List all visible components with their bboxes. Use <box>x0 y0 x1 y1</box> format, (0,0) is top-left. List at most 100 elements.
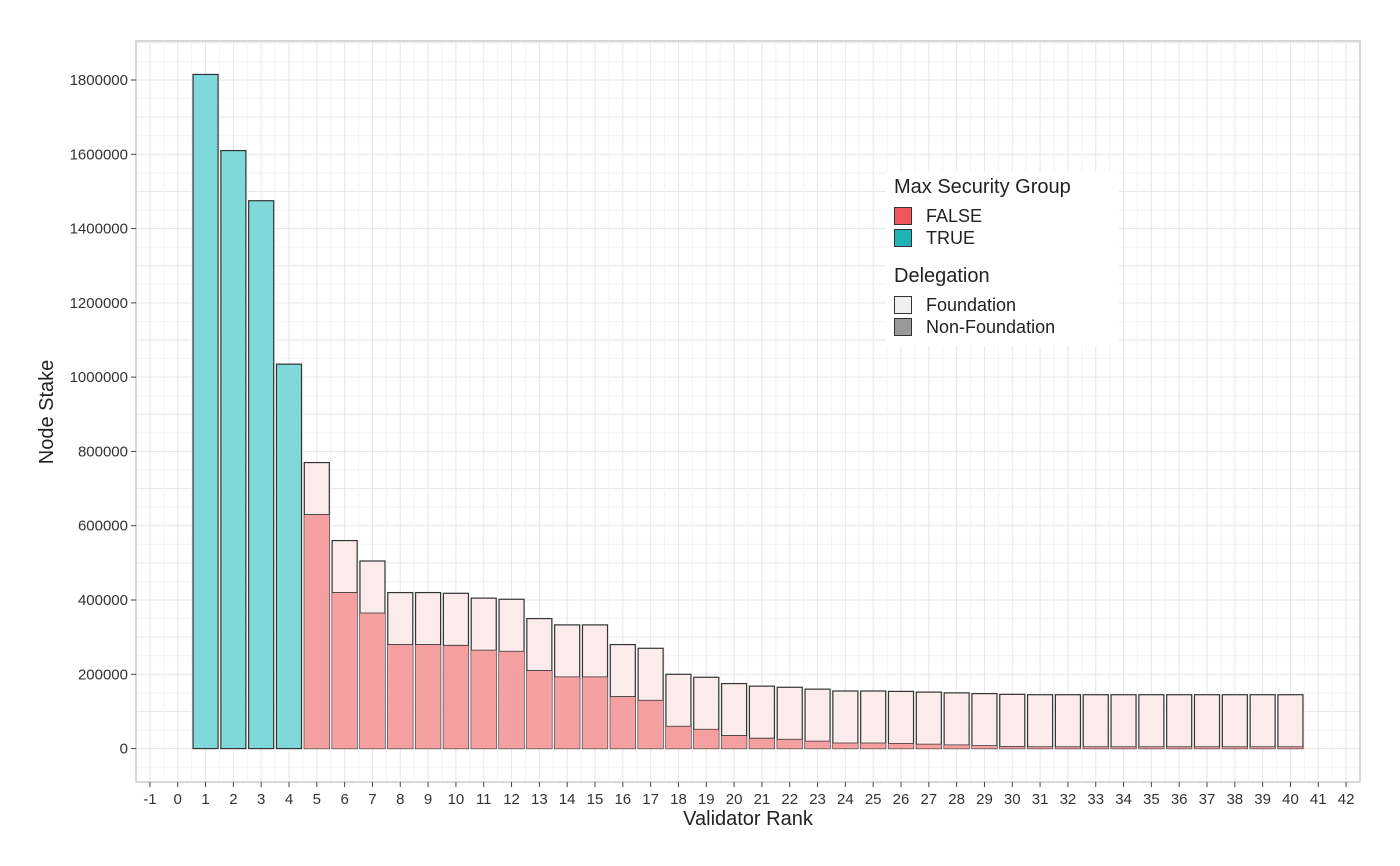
legend-item-foundation: Foundation <box>894 294 1109 316</box>
x-tick-label: 13 <box>531 791 548 808</box>
y-axis-label: Node Stake <box>36 360 58 465</box>
legend-label-true: TRUE <box>926 227 975 248</box>
x-tick-label: 18 <box>670 791 687 808</box>
bars <box>192 73 1304 750</box>
bar-non-foundation-rank-21 <box>749 738 775 749</box>
x-tick-label: 5 <box>313 791 321 808</box>
bar-non-foundation-rank-12 <box>499 651 525 749</box>
bar-non-foundation-rank-32 <box>1055 746 1081 749</box>
bar-non-foundation-rank-29 <box>971 745 997 749</box>
x-tick-label: 23 <box>809 791 826 808</box>
x-tick-label: 6 <box>340 791 348 808</box>
x-tick-label: 34 <box>1115 791 1132 808</box>
bar-non-foundation-rank-14 <box>554 676 580 749</box>
plot-panel-border <box>135 40 1361 783</box>
bar-foundation-rank-29 <box>971 692 998 750</box>
bar-non-foundation-rank-4 <box>275 363 303 750</box>
bar-non-foundation-rank-40 <box>1277 746 1303 749</box>
bar-non-foundation-rank-30 <box>999 746 1025 749</box>
legend: Max Security Group FALSE TRUE Delegation… <box>886 172 1119 346</box>
x-tick-label: 21 <box>754 791 771 808</box>
bar-non-foundation-rank-15 <box>582 676 608 749</box>
x-tick-label: 9 <box>424 791 432 808</box>
bar-non-foundation-rank-9 <box>415 644 441 749</box>
bar-non-foundation-rank-39 <box>1250 746 1276 749</box>
bar-non-foundation-rank-11 <box>471 650 497 749</box>
y-tick-label: 600000 <box>78 518 128 535</box>
bar-foundation-rank-30 <box>999 693 1026 750</box>
x-tick-label: 17 <box>642 791 659 808</box>
bar-non-foundation-rank-19 <box>693 729 719 749</box>
x-tick-label: 26 <box>893 791 910 808</box>
x-tick-label: 36 <box>1171 791 1188 808</box>
legend-item-true: TRUE <box>894 227 1109 249</box>
x-tick-label: 1 <box>201 791 209 808</box>
x-tick-label: 28 <box>948 791 965 808</box>
x-tick-label: 30 <box>1004 791 1021 808</box>
bar-non-foundation-rank-13 <box>526 670 552 749</box>
y-tick-label: 1600000 <box>70 146 128 163</box>
y-tick-label: 200000 <box>78 666 128 683</box>
bar-foundation-rank-34 <box>1110 694 1137 750</box>
x-tick-label: 19 <box>698 791 715 808</box>
bar-foundation-rank-36 <box>1166 694 1193 750</box>
bar-non-foundation-rank-27 <box>916 744 942 749</box>
x-tick-label: 15 <box>587 791 604 808</box>
x-tick-label: 20 <box>726 791 743 808</box>
bar-non-foundation-rank-8 <box>387 644 413 749</box>
x-tick-label: 32 <box>1060 791 1077 808</box>
x-tick-label: 31 <box>1032 791 1049 808</box>
bar-foundation-rank-40 <box>1277 694 1304 750</box>
bar-non-foundation-rank-7 <box>359 613 385 749</box>
x-tick-label: 38 <box>1226 791 1243 808</box>
bar-foundation-rank-26 <box>887 690 915 750</box>
bar-non-foundation-rank-36 <box>1166 746 1192 749</box>
x-tick-label: 0 <box>174 791 182 808</box>
y-tick-label: 0 <box>120 741 128 758</box>
legend-key-true-swatch <box>894 229 912 247</box>
bar-non-foundation-rank-5 <box>304 514 330 749</box>
bar-non-foundation-rank-22 <box>777 739 803 749</box>
bar-foundation-rank-22 <box>776 686 803 750</box>
legend-key-foundation-swatch <box>894 296 912 314</box>
x-tick-label: 27 <box>920 791 937 808</box>
bar-foundation-rank-28 <box>943 692 970 750</box>
bar-non-foundation-rank-34 <box>1111 746 1137 749</box>
legend-key-non-foundation-swatch <box>894 318 912 336</box>
x-tick-label: 2 <box>229 791 237 808</box>
y-tick-label: 1000000 <box>70 369 128 386</box>
x-tick-label: 25 <box>865 791 882 808</box>
bar-non-foundation-rank-28 <box>944 744 970 749</box>
x-tick-label: 12 <box>503 791 520 808</box>
legend-title-max-security-group: Max Security Group <box>894 176 1071 198</box>
bar-foundation-rank-37 <box>1193 694 1221 750</box>
bar-non-foundation-rank-33 <box>1083 746 1109 749</box>
x-tick-label: 41 <box>1310 791 1327 808</box>
bar-non-foundation-rank-37 <box>1194 746 1220 749</box>
bar-foundation-rank-35 <box>1138 694 1165 750</box>
y-tick-label: 1200000 <box>70 295 128 312</box>
bar-non-foundation-rank-10 <box>443 645 469 749</box>
bar-foundation-rank-32 <box>1054 694 1082 750</box>
bar-non-foundation-rank-20 <box>721 735 747 749</box>
legend-item-false: FALSE <box>894 205 1109 227</box>
bar-foundation-rank-27 <box>915 691 942 750</box>
bar-non-foundation-rank-26 <box>888 743 914 749</box>
x-tick-label: 33 <box>1087 791 1104 808</box>
bar-foundation-rank-23 <box>804 688 831 750</box>
legend-label-non-foundation: Non-Foundation <box>926 316 1056 337</box>
bar-foundation-rank-25 <box>860 690 887 750</box>
x-tick-label: 3 <box>257 791 265 808</box>
bar-non-foundation-rank-17 <box>638 700 664 749</box>
x-tick-label: 29 <box>976 791 993 808</box>
legend-key-false-swatch <box>894 207 912 225</box>
legend-item-non-foundation: Non-Foundation <box>894 316 1109 338</box>
x-tick-label: 10 <box>448 791 465 808</box>
x-axis-ticks: -1 0 1 2 3 4 5 6 7 8 9 10 11 12 13 14 15 16 17 18 19 20 21 22 23… <box>143 782 1354 808</box>
bar-non-foundation-rank-35 <box>1138 746 1164 749</box>
x-tick-label: 8 <box>396 791 404 808</box>
legend-label-false: FALSE <box>926 205 983 226</box>
bar-foundation-rank-38 <box>1221 694 1248 750</box>
x-tick-label: 14 <box>559 791 576 808</box>
bar-foundation-rank-24 <box>832 690 859 750</box>
